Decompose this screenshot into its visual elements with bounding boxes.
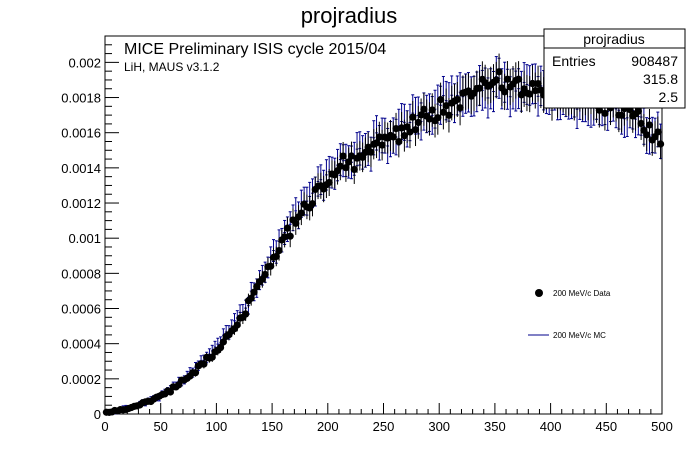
stats-box-frame — [543, 28, 686, 109]
y-tick-label: 0.0012 — [61, 196, 101, 211]
data-point — [534, 65, 542, 102]
y-tick-label: 0.0006 — [61, 302, 101, 317]
data-point — [417, 98, 425, 132]
data-point — [495, 53, 503, 90]
data-point — [275, 240, 283, 261]
y-tick-label: 0.0002 — [61, 372, 101, 387]
data-point — [503, 61, 512, 98]
annotation-lih-maus: LiH, MAUS v3.1.2 — [124, 60, 220, 74]
data-point — [528, 65, 537, 102]
stats-entries-value: 908487 — [631, 53, 678, 69]
legend-label-mc: 200 MeV/c MC — [553, 331, 606, 340]
data-point — [657, 128, 665, 160]
data-point — [347, 141, 356, 171]
series-mc — [104, 56, 663, 415]
stats-box: projradius Entries 908487 315.8 2.5 — [543, 28, 686, 109]
x-tick-label: 450 — [595, 419, 617, 434]
data-point — [492, 61, 500, 99]
data-point — [345, 147, 353, 177]
x-tick-label: 500 — [651, 419, 673, 434]
data-point — [267, 256, 275, 276]
data-point — [191, 368, 200, 377]
x-tick-label: 300 — [428, 419, 450, 434]
data-point — [395, 125, 403, 158]
data-point — [420, 92, 428, 126]
x-tick-label: 100 — [206, 419, 228, 434]
annotation-mice-preliminary: MICE Preliminary ISIS cycle 2015/04 — [124, 41, 386, 58]
x-tick-label: 200 — [317, 419, 339, 434]
stats-entries-label: Entries — [552, 53, 596, 69]
data-point — [411, 113, 420, 147]
data-point — [453, 81, 461, 117]
y-tick-label: 0.0018 — [61, 91, 101, 106]
data-point — [406, 115, 414, 149]
data-point — [439, 95, 447, 130]
stats-box-title: projradius — [583, 31, 644, 47]
data-point — [637, 107, 645, 140]
chart-title: projradius — [301, 3, 398, 28]
y-tick-label: 0 — [94, 407, 101, 422]
data-point — [531, 72, 539, 109]
legend-marker-data — [535, 289, 543, 297]
data-point — [398, 112, 406, 144]
data-point — [286, 225, 294, 248]
data-point — [414, 106, 422, 139]
data-point — [233, 318, 241, 332]
data-point — [456, 90, 464, 126]
x-tick-label: 400 — [540, 419, 562, 434]
legend: 200 MeV/c Data 200 MeV/c MC — [528, 289, 611, 340]
data-point — [242, 307, 250, 321]
x-tick-label: 0 — [101, 419, 108, 434]
x-tick-label: 150 — [261, 419, 283, 434]
data-point — [645, 108, 654, 141]
y-tick-label: 0.0016 — [61, 126, 101, 141]
data-point — [392, 112, 400, 145]
stats-rms-value: 2.5 — [659, 89, 679, 105]
data-point — [308, 191, 317, 217]
x-tick-label: 250 — [373, 419, 395, 434]
x-tick-label: 350 — [484, 419, 506, 434]
y-tick-label: 0.0004 — [61, 337, 101, 352]
y-tick-label: 0.002 — [68, 55, 101, 70]
legend-label-data: 200 MeV/c Data — [553, 289, 611, 298]
data-point — [200, 359, 208, 369]
data-point — [514, 61, 523, 98]
data-point — [342, 153, 350, 182]
data-point — [372, 127, 381, 159]
x-tick-label: 50 — [153, 419, 167, 434]
y-tick-label: 0.0008 — [61, 266, 101, 281]
y-axis: 0 0.0002 0.0004 0.0006 0.0008 0.001 0.0012 0.00… — [61, 35, 119, 422]
y-tick-label: 0.0014 — [61, 161, 101, 176]
data-point — [475, 70, 484, 107]
x-axis: 0 50 100 150 200 250 300 350 400 450 500 — [101, 403, 673, 434]
data-point — [434, 100, 442, 135]
y-tick-label: 0.001 — [68, 231, 101, 246]
stats-mean-value: 315.8 — [643, 71, 678, 87]
data-point — [517, 76, 525, 113]
